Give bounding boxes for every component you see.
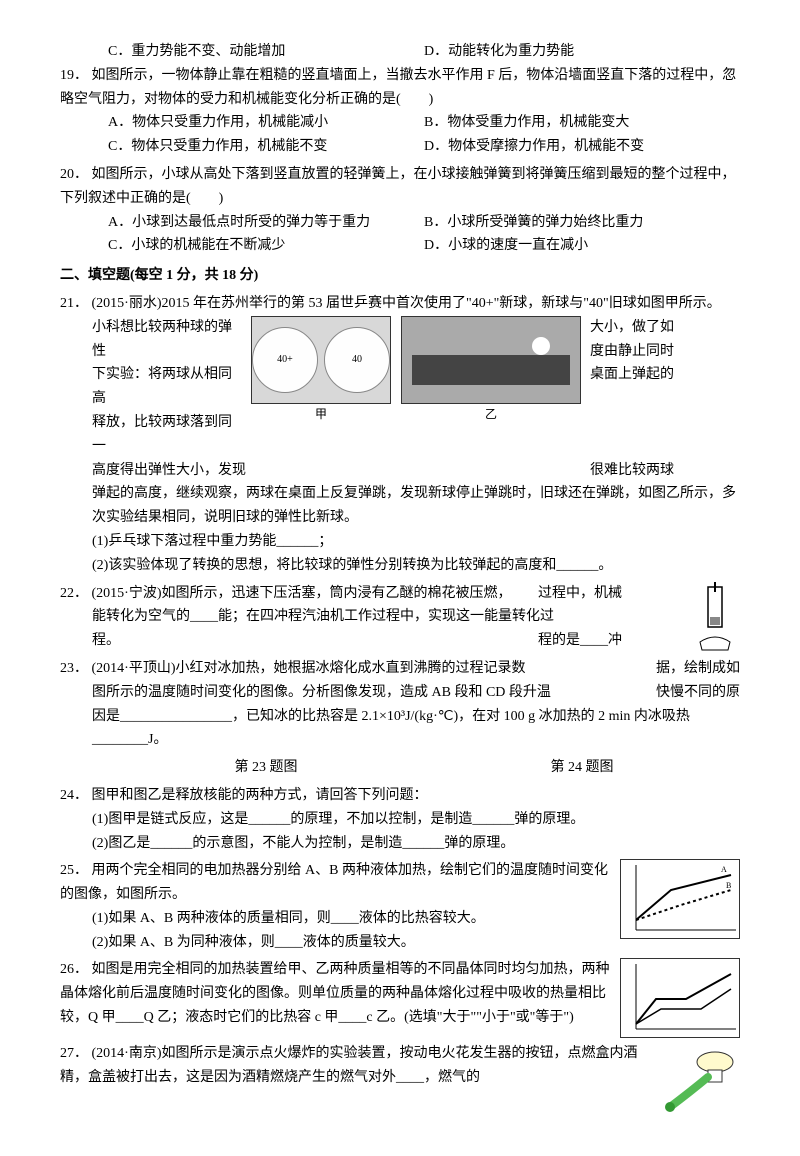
table-ball: [532, 337, 550, 355]
q21-sub1: (1)乒乓球下落过程中重力势能______；: [60, 530, 740, 554]
q19-optB: B．物体受重力作用，机械能变大: [424, 111, 740, 135]
ball-40: 40: [324, 327, 390, 393]
q23-text3: 因是________________，已知冰的比热容是 2.1×10³J/(kg…: [60, 705, 740, 753]
question-19: 19． 如图所示，一物体静止靠在粗糙的竖直墙面上，当撤去水平作用 F 后，物体沿…: [60, 64, 740, 159]
q21-r2: 度由静止同时: [590, 340, 740, 364]
q18-options: C．重力势能不变、动能增加 D．动能转化为重力势能: [60, 40, 740, 64]
ball-label-2: 40: [352, 351, 362, 368]
question-25: A B 25． 用两个完全相同的电加热器分别给 A、B 两种液体加热，绘制它们的…: [60, 859, 740, 954]
q25-text: 用两个完全相同的电加热器分别给 A、B 两种液体加热，绘制它们的温度随时间变化的…: [60, 863, 608, 902]
q20-optD: D．小球的速度一直在减小: [424, 234, 740, 258]
q24-num: 24．: [60, 788, 88, 803]
q21-text: (2015·丽水)2015 年在苏州举行的第 53 届世乒赛中首次使用了"40+…: [92, 296, 721, 311]
q27-text: (2014·南京)如图所示是演示点火爆炸的实验装置，按动电火花发生器的按钮，点燃…: [60, 1046, 637, 1085]
q21-cont: 弹起的高度，继续观察，两球在桌面上反复弹跳，发现新球停止弹跳时，旧球还在弹跳，如…: [60, 482, 740, 530]
q24-sub1: (1)图甲是链式反应，这是______的原理，不加以控制，是制造______弹的…: [60, 808, 740, 832]
q20-text: 如图所示，小球从高处下落到竖直放置的轻弹簧上，在小球接触弹簧到将弹簧压缩到最短的…: [60, 167, 736, 206]
q21-sub2: (2)该实验体现了转换的思想，将比较球的弹性分别转换为比较弹起的高度和_____…: [60, 554, 740, 578]
q25-num: 25．: [60, 863, 88, 878]
q26-num: 26．: [60, 962, 88, 977]
q23-text2: 图所示的温度随时间变化的图像。分析图像发现，造成 AB 段和 CD 段升温: [92, 685, 551, 700]
q22-num: 22．: [60, 586, 88, 601]
question-21: 21． (2015·丽水)2015 年在苏州举行的第 53 届世乒赛中首次使用了…: [60, 292, 740, 578]
q23-text: (2014·平顶山)小红对冰加热，她根据冰熔化成水直到沸腾的过程记录数: [92, 661, 526, 676]
q21-left-col: 小科想比较两种球的弹性 下实验：将两球从相同高 释放，比较两球落到同一: [92, 316, 242, 459]
q25-chart: A B: [620, 859, 740, 939]
q23-num: 23．: [60, 661, 88, 676]
cap-jia: 甲: [251, 404, 391, 424]
q18-optC: C．重力势能不变、动能增加: [108, 40, 424, 64]
q22-textR: 过程中，机械: [538, 582, 622, 606]
cap23: 第 23 题图: [235, 756, 298, 780]
table-surface: [412, 355, 570, 385]
q21-r1: 大小，做了如: [590, 316, 740, 340]
q23-textR: 据，绘制成如: [656, 657, 740, 681]
q20-optC: C．小球的机械能在不断减少: [108, 234, 424, 258]
svg-text:A: A: [721, 865, 727, 874]
question-24: 24． 图甲和图乙是释放核能的两种方式，请回答下列问题： (1)图甲是链式反应，…: [60, 784, 740, 855]
q22-text2R: 程的是____冲: [538, 629, 622, 653]
cap24: 第 24 题图: [551, 756, 614, 780]
q21-fig-jia: 40+ 40 甲: [251, 316, 391, 424]
q21-l1: 小科想比较两种球的弹性: [92, 316, 242, 364]
q21-fig-yi: 乙: [401, 316, 581, 424]
q24-text: 图甲和图乙是释放核能的两种方式，请回答下列问题：: [92, 788, 428, 803]
q19-optA: A．物体只受重力作用，机械能减小: [108, 111, 424, 135]
ball-40plus: 40+: [252, 327, 318, 393]
q27-figure: [660, 1042, 740, 1112]
q22-text2: 能转化为空气的____能；在四冲程汽油机工作过程中，实现这一能量转化过: [92, 609, 554, 624]
section-2-header: 二、填空题(每空 1 分，共 18 分): [60, 264, 740, 288]
q22-text: (2015·宁波)如图所示，迅速下压活塞，筒内浸有乙醚的棉花被压燃，: [92, 586, 512, 601]
q21-right-col: 大小，做了如 度由静止同时 桌面上弹起的: [590, 316, 740, 387]
q27-num: 27．: [60, 1046, 88, 1061]
q26-text: 如图是用完全相同的加热装置给甲、乙两种质量相等的不同晶体同时均匀加热，两种晶体熔…: [60, 962, 610, 1025]
q21-l4: 高度得出弹性大小，发现: [92, 459, 590, 483]
q21-l2: 下实验：将两球从相同高: [92, 363, 242, 411]
q23-text2R: 快慢不同的原: [656, 681, 740, 705]
q21-figure: 40+ 40 甲 乙: [242, 316, 590, 424]
question-26: 26． 如图是用完全相同的加热装置给甲、乙两种质量相等的不同晶体同时均匀加热，两…: [60, 958, 740, 1038]
q22-figure: [690, 582, 740, 652]
question-22: 22． (2015·宁波)如图所示，迅速下压活塞，筒内浸有乙醚的棉花被压燃， 过…: [60, 582, 740, 653]
q21-r4: 很难比较两球: [590, 459, 740, 483]
q19-num: 19．: [60, 68, 88, 83]
q24-sub2: (2)图乙是______的示意图，不能人为控制，是制造______弹的原理。: [60, 832, 740, 856]
q26-chart: [620, 958, 740, 1038]
ball-label-1: 40+: [277, 351, 293, 368]
q19-text: 如图所示，一物体静止靠在粗糙的竖直墙面上，当撤去水平作用 F 后，物体沿墙面竖直…: [60, 68, 736, 107]
cylinder-icon: [690, 582, 740, 652]
line-chart-icon: A B: [621, 860, 741, 940]
q21-num: 21．: [60, 296, 88, 311]
question-27: 27． (2014·南京)如图所示是演示点火爆炸的实验装置，按动电火花发生器的按…: [60, 1042, 740, 1112]
cap-yi: 乙: [401, 404, 581, 424]
q21-l3: 释放，比较两球落到同一: [92, 411, 242, 459]
q20-optB: B．小球所受弹簧的弹力始终比重力: [424, 211, 740, 235]
question-20: 20． 如图所示，小球从高处下落到竖直放置的轻弹簧上，在小球接触弹簧到将弹簧压缩…: [60, 163, 740, 258]
q21-r3: 桌面上弹起的: [590, 363, 740, 387]
melting-chart-icon: [621, 959, 741, 1039]
q18-optD: D．动能转化为重力势能: [424, 40, 740, 64]
q20-optA: A．小球到达最低点时所受的弹力等于重力: [108, 211, 424, 235]
svg-text:B: B: [726, 881, 731, 890]
q19-optC: C．物体只受重力作用，机械能不变: [108, 135, 424, 159]
question-23: 23． (2014·平顶山)小红对冰加热，她根据冰熔化成水直到沸腾的过程记录数 …: [60, 657, 740, 780]
q22-text3: 程。: [60, 629, 740, 653]
ball-box-1: 40+ 40: [251, 316, 391, 404]
q20-num: 20．: [60, 167, 88, 182]
explosion-device-icon: [660, 1042, 740, 1112]
table-box: [401, 316, 581, 404]
q19-optD: D．物体受摩擦力作用，机械能不变: [424, 135, 740, 159]
